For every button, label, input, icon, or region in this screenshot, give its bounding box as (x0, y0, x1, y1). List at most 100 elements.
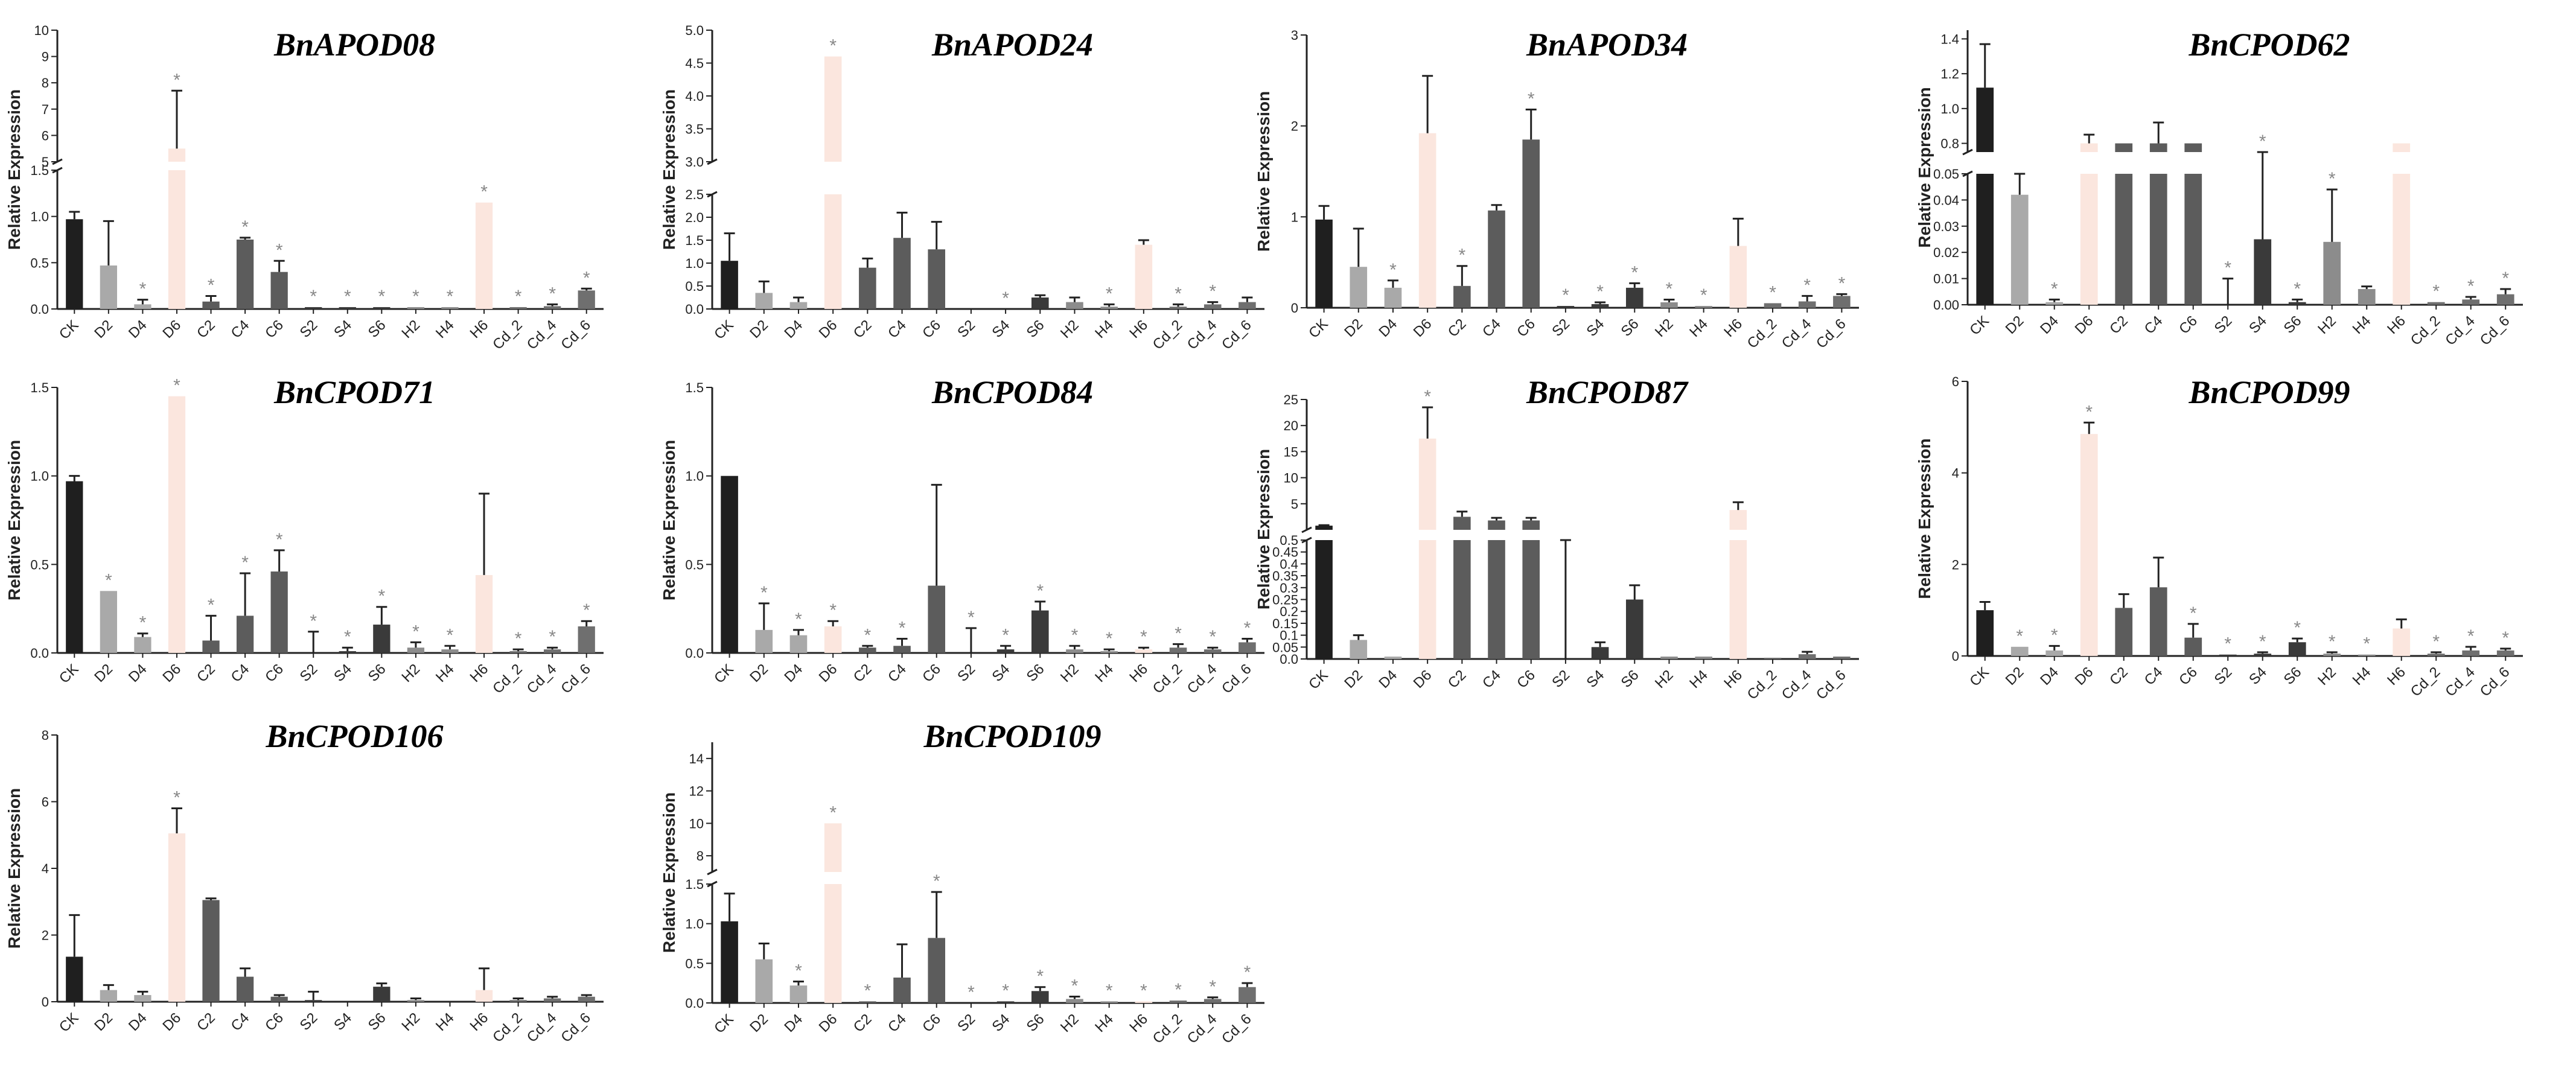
significance-star: * (1175, 284, 1182, 304)
chart-title: BnCPOD109 (923, 718, 1101, 754)
bar-D4 (134, 304, 151, 309)
bar-D6 (824, 626, 842, 653)
significance-star: * (1209, 282, 1216, 302)
significance-star: * (1389, 260, 1397, 280)
significance-star: * (2363, 634, 2370, 654)
bar-D6 (1418, 133, 1436, 308)
y-tick-label: 6 (1952, 374, 1959, 389)
significance-star: * (2467, 276, 2475, 296)
y-tick-label: 0.02 (1933, 245, 1959, 260)
y-axis-label: Relative Expression (660, 89, 678, 250)
y-tick-label: 0.8 (1940, 136, 1959, 151)
significance-star: * (208, 276, 215, 296)
bar-S2 (1557, 305, 1575, 308)
bar-H2 (1660, 302, 1678, 308)
y-tick-label: 1 (1291, 209, 1298, 224)
chart-title: BnAPOD08 (273, 27, 435, 63)
y-tick-label: 0 (42, 994, 49, 1010)
significance-star: * (173, 376, 180, 396)
significance-star: * (2190, 603, 2197, 623)
bar-Cd_4 (1204, 304, 1222, 309)
y-tick-label: 0.01 (1933, 272, 1959, 287)
y-tick-label: 1.5 (685, 380, 704, 395)
y-axis-label: Relative Expression (1254, 91, 1273, 252)
significance-star: * (447, 287, 454, 307)
bar-CK-upper (1976, 88, 1994, 152)
bar-Cd_4 (1204, 649, 1222, 653)
bar-D6 (168, 833, 186, 1002)
significance-star: * (795, 961, 802, 981)
bar-Cd_2 (509, 1000, 527, 1002)
significance-star: * (549, 284, 556, 304)
y-tick-label: 0.5 (30, 557, 49, 572)
y-tick-label: 0.00 (1933, 298, 1959, 313)
y-tick-label: 0.0 (30, 302, 49, 317)
significance-star: * (1106, 629, 1113, 649)
y-tick-label: 0.0 (685, 302, 704, 317)
bar-CK-upper (1315, 526, 1333, 530)
significance-star: * (1106, 284, 1113, 304)
bar-H4 (2358, 288, 2376, 305)
y-tick-label: 1.5 (30, 163, 49, 178)
significance-star: * (2329, 632, 2336, 652)
bar-C4 (236, 976, 254, 1002)
bar-D4 (2045, 302, 2064, 305)
chart-title: BnCPOD62 (2188, 27, 2350, 63)
bar-H4 (441, 649, 459, 653)
y-tick-label: 1.0 (685, 917, 704, 932)
bar-S6 (1031, 298, 1049, 309)
bar-D2 (1350, 640, 1368, 659)
significance-star: * (1175, 623, 1182, 643)
bar-C4 (2149, 587, 2167, 656)
y-axis-label: Relative Expression (660, 792, 678, 953)
y-tick-label: 0.2 (1280, 604, 1298, 619)
significance-star: * (1244, 962, 1251, 982)
bar-H6-upper (1729, 510, 1747, 530)
bar-D4 (789, 985, 808, 1003)
bar-D4 (1384, 287, 1402, 308)
bar-D6 (2080, 434, 2098, 656)
significance-star: * (447, 625, 454, 645)
y-tick-label: 2 (42, 928, 49, 943)
y-tick-label: 10 (34, 23, 49, 38)
y-tick-label: 2.5 (685, 187, 704, 202)
bar-S6 (2288, 642, 2306, 656)
bar-C4 (236, 240, 254, 309)
significance-star: * (1666, 279, 1673, 299)
y-axis-label: Relative Expression (1915, 87, 1934, 247)
significance-star: * (378, 587, 386, 606)
y-tick-label: 0.25 (1272, 593, 1298, 608)
axis-break-mark (707, 868, 718, 876)
bar-C4 (893, 977, 911, 1003)
significance-star: * (1071, 976, 1079, 996)
significance-star: * (2051, 279, 2058, 299)
bar-D2 (755, 293, 773, 309)
bar-H6 (1135, 649, 1153, 653)
y-tick-label: 0.0 (685, 646, 704, 661)
y-tick-label: 8 (697, 848, 704, 864)
bar-D6-upper (1418, 438, 1436, 530)
chart-title: BnAPOD34 (1526, 27, 1688, 63)
bar-C2 (859, 1001, 876, 1003)
significance-star: * (1528, 89, 1535, 109)
bar-C6 (1522, 139, 1540, 308)
y-tick-label: 1.5 (30, 380, 49, 395)
bar-D4 (789, 635, 808, 653)
bar-H4 (1695, 305, 1712, 308)
bar-Cd_2 (509, 307, 527, 309)
bar-Cd_2 (2427, 654, 2445, 656)
y-axis-label: Relative Expression (5, 788, 24, 949)
bar-C6 (928, 585, 946, 653)
y-tick-label: 0.0 (1280, 652, 1298, 667)
bar-Cd_4 (2462, 650, 2480, 656)
bar-Cd_4 (1798, 654, 1816, 659)
y-tick-label: 1.4 (1940, 31, 1959, 46)
significance-star: * (310, 611, 317, 631)
bar-H2 (407, 1000, 425, 1002)
y-tick-label: 12 (689, 784, 704, 799)
significance-star: * (2432, 282, 2440, 302)
y-tick-label: 0.5 (685, 956, 704, 971)
significance-star: * (2051, 625, 2058, 645)
significance-star: * (1244, 619, 1251, 638)
bar-C4 (1488, 210, 1505, 308)
